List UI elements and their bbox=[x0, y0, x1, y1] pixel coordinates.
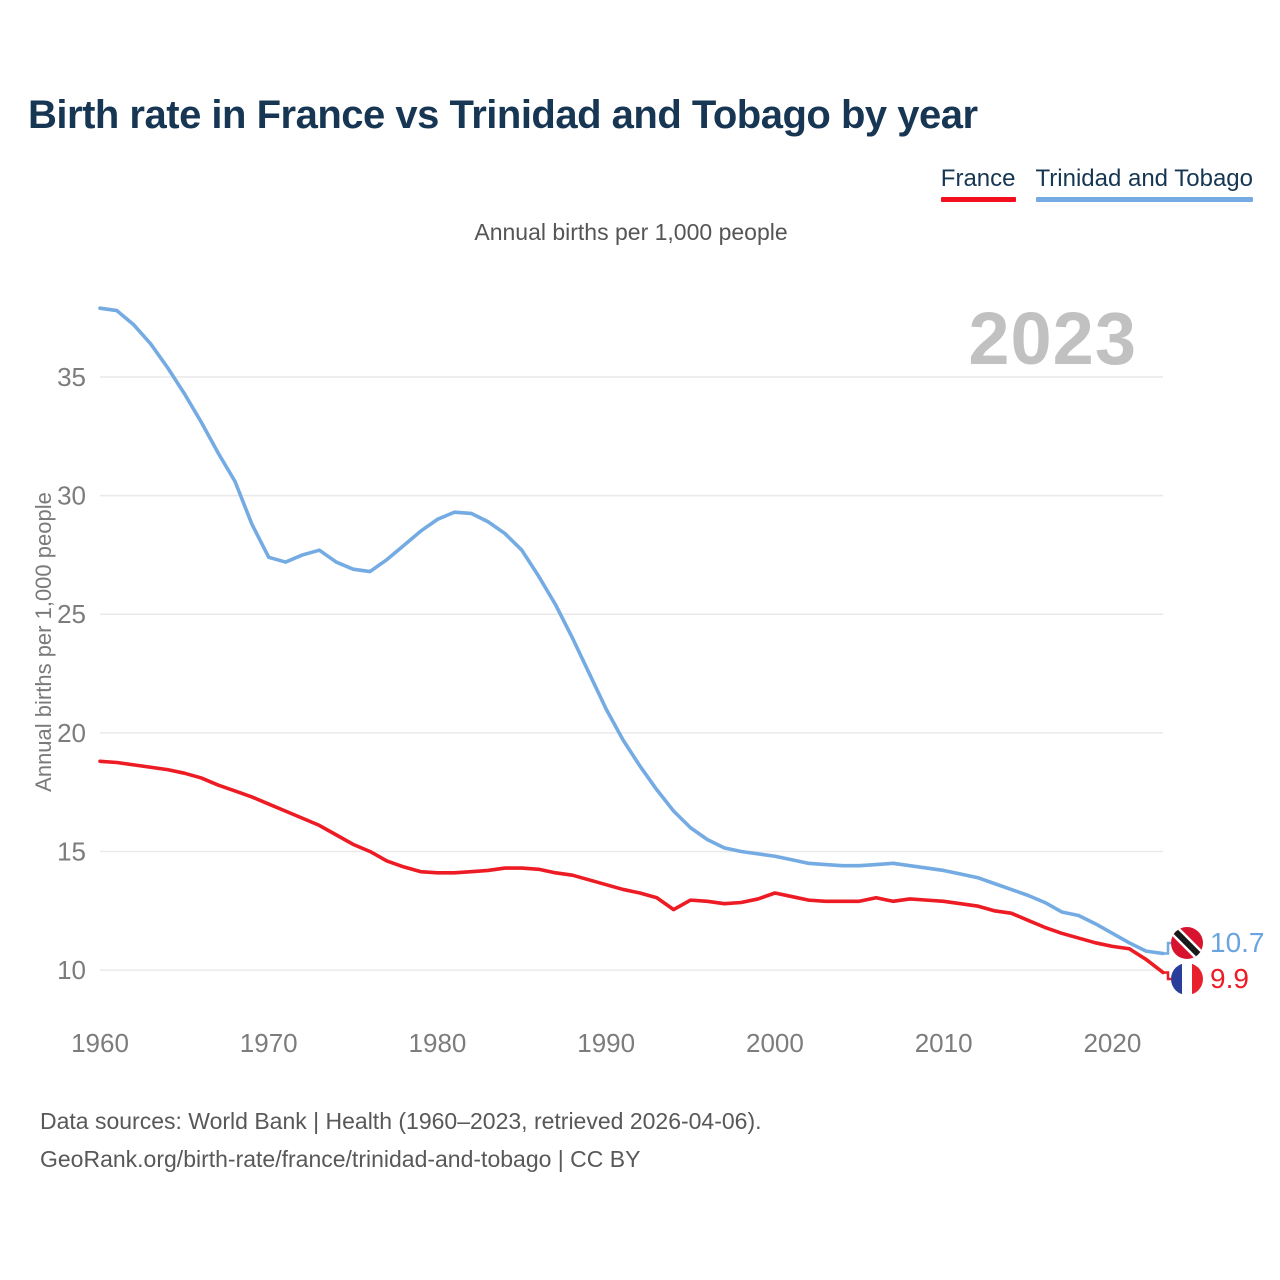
x-tick-label: 2020 bbox=[1083, 1028, 1141, 1058]
end-value-trinidad-and-tobago: 10.7 bbox=[1210, 927, 1265, 958]
y-tick-label: 15 bbox=[57, 836, 86, 866]
end-label-france: 9.9 bbox=[1171, 963, 1249, 995]
label-connector bbox=[1164, 941, 1171, 955]
trinidad-and-tobago-flag-icon bbox=[1171, 927, 1203, 959]
x-tick-label: 1960 bbox=[71, 1028, 129, 1058]
x-tick-label: 1990 bbox=[577, 1028, 635, 1058]
legend-item-trinidad-and-tobago[interactable]: Trinidad and Tobago bbox=[1035, 165, 1254, 202]
y-tick-label: 10 bbox=[57, 955, 86, 985]
x-tick-label: 1980 bbox=[409, 1028, 467, 1058]
france-flag-icon bbox=[1171, 963, 1203, 995]
y-tick-label: 30 bbox=[57, 481, 86, 511]
france-line bbox=[98, 759, 1165, 975]
y-tick-label: 35 bbox=[57, 362, 86, 392]
end-value-france: 9.9 bbox=[1210, 963, 1249, 994]
label-connector bbox=[1164, 971, 1171, 981]
footer-data-sources: Data sources: World Bank | Health (1960–… bbox=[40, 1108, 762, 1134]
x-tick-label: 2010 bbox=[915, 1028, 973, 1058]
year-watermark: 2023 bbox=[968, 297, 1137, 380]
end-label-trinidad-and-tobago: 10.7 bbox=[1171, 927, 1265, 959]
y-tick-label: 20 bbox=[57, 718, 86, 748]
y-tick-label: 25 bbox=[57, 599, 86, 629]
legend: France Trinidad and Tobago bbox=[940, 165, 1254, 202]
page-title: Birth rate in France vs Trinidad and Tob… bbox=[28, 93, 978, 137]
x-tick-label: 2000 bbox=[746, 1028, 804, 1058]
chart-subtitle: Annual births per 1,000 people bbox=[474, 219, 788, 245]
trinidad-and-tobago-line bbox=[98, 306, 1165, 956]
legend-item-france[interactable]: France bbox=[940, 165, 1016, 202]
legend-label-trinidad-and-tobago: Trinidad and Tobago bbox=[1035, 165, 1254, 192]
legend-label-france: France bbox=[940, 165, 1016, 192]
x-tick-label: 1970 bbox=[240, 1028, 298, 1058]
footer-attribution: GeoRank.org/birth-rate/france/trinidad-a… bbox=[40, 1146, 641, 1172]
legend-color-bar-france bbox=[940, 197, 1016, 202]
legend-color-bar-trinidad-and-tobago bbox=[1035, 197, 1253, 202]
